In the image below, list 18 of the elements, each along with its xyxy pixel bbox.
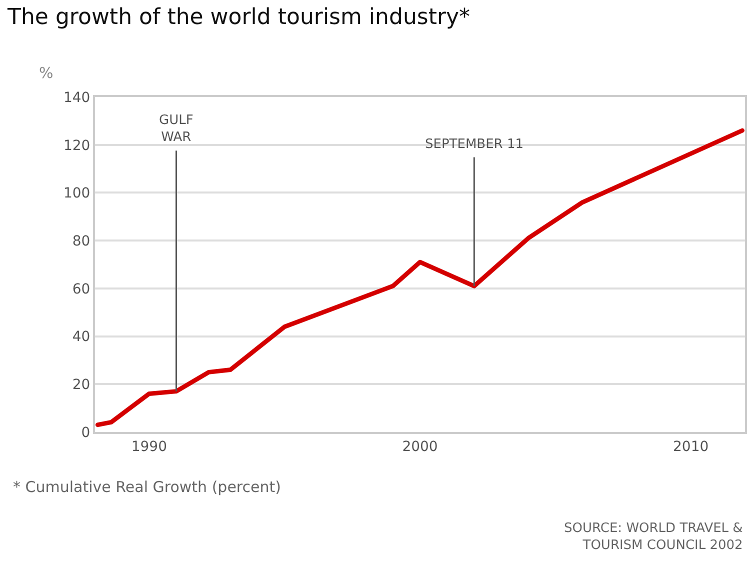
x-tick-label: 2000 [402,438,438,455]
y-tick-label: 100 [63,186,90,202]
y-tick-label: 140 [63,90,90,106]
y-tick-label: 120 [63,138,90,154]
y-tick-label: 40 [72,329,90,346]
y-tick-label: 0 [81,424,90,441]
y-tick-label: 60 [72,281,90,298]
ref-line-label: GULF WAR [159,113,194,145]
source-note: SOURCE: WORLD TRAVEL & TOURISM COUNCIL 2002 [564,521,743,553]
x-tick-label: 2010 [673,438,709,455]
y-tick-label: 80 [72,233,90,250]
y-axis-title: % [39,64,54,82]
y-tick-label: 20 [72,377,90,394]
text: * Cumulative Real Growth (percent) [13,478,281,496]
x-tick-label: 1990 [131,438,167,455]
chart-title: The growth of the world tourism industry* [6,4,470,30]
line-series [95,128,745,428]
ref-line-label: SEPTEMBER 11 [425,137,524,152]
